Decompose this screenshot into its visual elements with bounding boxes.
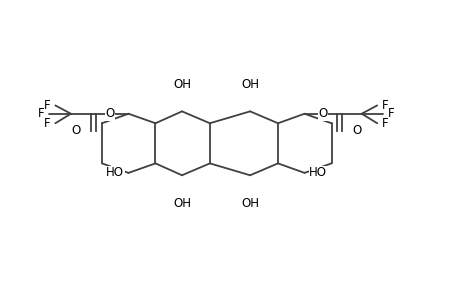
Text: O: O — [318, 107, 327, 120]
Text: OH: OH — [173, 197, 190, 210]
Text: OH: OH — [241, 78, 258, 91]
Text: F: F — [381, 117, 387, 130]
Text: O: O — [351, 124, 360, 137]
Text: HO: HO — [308, 167, 326, 179]
Text: OH: OH — [241, 197, 258, 210]
Text: F: F — [387, 107, 393, 120]
Text: HO: HO — [106, 167, 123, 179]
Text: F: F — [38, 107, 45, 120]
Text: F: F — [44, 99, 50, 112]
Text: O: O — [105, 107, 114, 120]
Text: F: F — [44, 117, 50, 130]
Text: OH: OH — [173, 78, 190, 91]
Text: O: O — [71, 124, 80, 137]
Text: F: F — [381, 99, 387, 112]
